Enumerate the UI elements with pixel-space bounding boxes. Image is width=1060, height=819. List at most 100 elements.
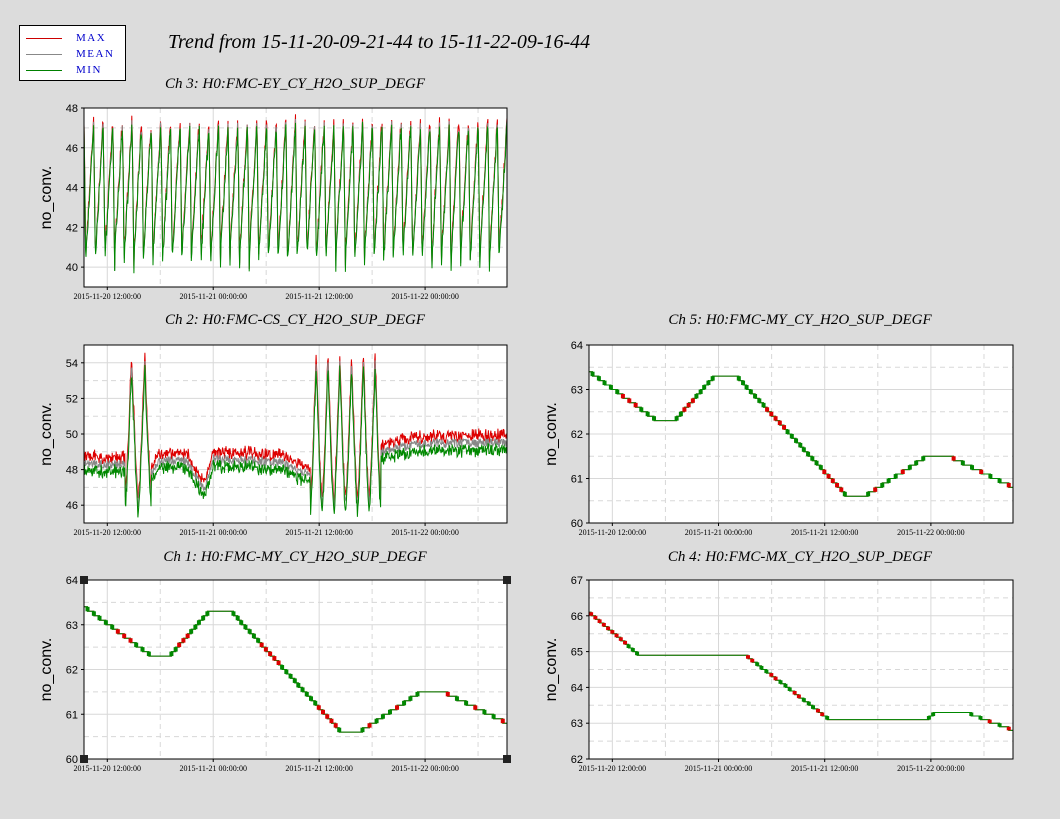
transition-marker xyxy=(620,393,625,399)
transition-marker xyxy=(761,402,766,408)
transition-marker xyxy=(309,696,314,701)
transition-marker xyxy=(645,411,650,417)
series-mean-line xyxy=(84,360,507,508)
legend-swatch-mean xyxy=(26,53,62,55)
transition-marker xyxy=(893,474,898,479)
resize-handle[interactable] xyxy=(503,576,511,584)
transition-marker xyxy=(951,456,956,461)
series-min-line xyxy=(84,364,507,518)
y-tick-label: 63 xyxy=(66,620,78,632)
y-tick-label: 67 xyxy=(571,575,583,587)
y-tick-label: 46 xyxy=(66,143,78,155)
y-tick-label: 64 xyxy=(571,340,583,352)
transition-marker xyxy=(811,705,816,709)
transition-marker xyxy=(914,460,919,466)
y-tick-label: 64 xyxy=(571,682,583,694)
x-tick-label: 2015-11-22 00:00:00 xyxy=(391,528,458,537)
chart-title: Ch 1: H0:FMC-MY_CY_H2O_SUP_DEGF xyxy=(163,549,427,565)
y-tick-label: 40 xyxy=(66,262,78,274)
x-tick-label: 2015-11-21 00:00:00 xyxy=(685,528,752,537)
transition-marker xyxy=(415,691,420,697)
transition-marker xyxy=(614,633,619,638)
transition-marker xyxy=(698,389,703,394)
resize-handle[interactable] xyxy=(503,755,511,763)
transition-marker xyxy=(1006,482,1011,488)
resize-handle[interactable] xyxy=(80,755,88,763)
series-max-line xyxy=(84,352,507,503)
chart-ch2: Ch 2: H0:FMC-CS_CY_H2O_SUP_DEGF 46 48 50 52 5… xyxy=(38,312,508,537)
transition-marker xyxy=(682,407,687,412)
transition-marker xyxy=(235,615,240,621)
transition-marker xyxy=(746,655,750,659)
transition-marker xyxy=(337,727,342,733)
transition-marker xyxy=(374,718,379,724)
transition-marker xyxy=(608,385,613,390)
transition-marker xyxy=(782,425,787,430)
transition-marker xyxy=(395,705,400,710)
transition-marker xyxy=(268,651,273,657)
transition-marker xyxy=(633,402,638,408)
y-tick-label: 65 xyxy=(571,647,583,659)
transition-marker xyxy=(787,687,792,691)
y-tick-label: 61 xyxy=(571,474,583,486)
chart-title: Ch 4: H0:FMC-MX_CY_H2O_SUP_DEGF xyxy=(668,549,933,565)
y-tick-label: 62 xyxy=(571,754,583,766)
series-min-line xyxy=(84,606,507,733)
resize-handle[interactable] xyxy=(80,576,88,584)
legend-item-mean: MEAN xyxy=(26,48,114,60)
x-tick-label: 2015-11-22 00:00:00 xyxy=(897,528,964,537)
x-tick-label: 2015-11-21 12:00:00 xyxy=(791,528,858,537)
y-tick-label: 62 xyxy=(571,429,583,441)
transition-marker xyxy=(921,456,926,461)
legend-swatch-min xyxy=(26,69,62,71)
transition-marker xyxy=(263,647,268,652)
transition-marker xyxy=(806,451,811,457)
y-axis-label: no_conv. xyxy=(543,402,560,466)
transition-marker xyxy=(482,709,487,715)
transition-marker xyxy=(783,683,788,688)
transition-marker xyxy=(97,615,102,621)
transition-marker xyxy=(765,407,770,412)
transition-marker xyxy=(839,487,844,492)
chart-ch4: Ch 4: H0:FMC-MX_CY_H2O_SUP_DEGF 62 63 64 65 6… xyxy=(543,549,1014,773)
transition-marker xyxy=(814,460,819,466)
x-tick-label: 2015-11-22 00:00:00 xyxy=(391,764,458,773)
transition-marker xyxy=(626,644,631,649)
transition-marker xyxy=(759,665,764,670)
transition-marker xyxy=(169,651,174,657)
transition-marker xyxy=(810,456,815,461)
page-title: Trend from 15-11-20-09-21-44 to 15-11-22… xyxy=(168,31,591,53)
y-tick-label: 66 xyxy=(571,611,583,623)
chart-ch5: Ch 5: H0:FMC-MY_CY_H2O_SUP_DEGF 60 61 62 63 6… xyxy=(543,312,1014,537)
transition-marker xyxy=(454,696,459,701)
transition-marker xyxy=(325,714,330,719)
chart-ch1: Ch 1: H0:FMC-MY_CY_H2O_SUP_DEGF 60 61 62 63 6… xyxy=(38,549,511,773)
transition-marker xyxy=(1006,726,1011,731)
x-tick-label: 2015-11-21 00:00:00 xyxy=(179,292,246,301)
x-tick-label: 2015-11-20 12:00:00 xyxy=(74,764,141,773)
transition-marker xyxy=(173,647,178,652)
transition-marker xyxy=(769,673,774,677)
transition-marker xyxy=(602,380,607,386)
transition-marker xyxy=(736,376,741,381)
transition-marker xyxy=(272,656,277,661)
transition-marker xyxy=(960,460,965,466)
transition-marker xyxy=(300,687,305,692)
transition-marker xyxy=(601,622,606,627)
transition-marker xyxy=(686,402,691,408)
y-axis-label: no_conv. xyxy=(543,638,560,702)
transition-marker xyxy=(630,648,635,652)
transition-marker xyxy=(777,420,782,426)
transition-marker xyxy=(316,705,321,710)
transition-marker xyxy=(134,642,139,648)
chart-title: Ch 2: H0:FMC-CS_CY_H2O_SUP_DEGF xyxy=(165,312,426,328)
transition-marker xyxy=(801,698,806,702)
x-tick-label: 2015-11-21 00:00:00 xyxy=(179,528,246,537)
transition-marker xyxy=(710,376,715,381)
y-tick-label: 46 xyxy=(66,500,78,512)
transition-marker xyxy=(820,712,825,717)
transition-marker xyxy=(500,718,505,724)
transition-marker xyxy=(969,712,974,717)
transition-marker xyxy=(256,638,261,643)
x-tick-label: 2015-11-22 00:00:00 xyxy=(391,292,458,301)
